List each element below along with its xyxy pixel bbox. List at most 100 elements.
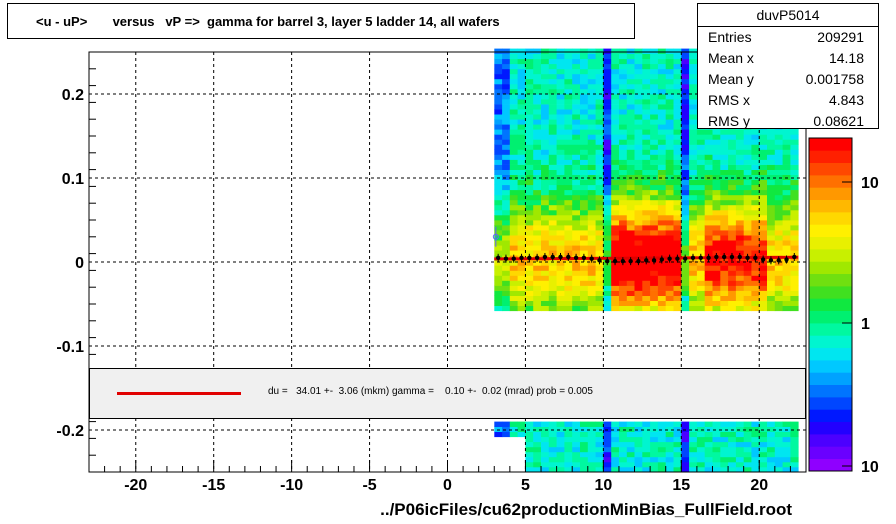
outlier-point (492, 233, 499, 240)
heatmap-cell (696, 441, 706, 448)
heatmap-cell (657, 68, 667, 75)
heatmap-cell (587, 225, 596, 231)
heatmap-cell (751, 144, 760, 150)
heatmap-cell (587, 189, 596, 196)
profile-point (566, 254, 571, 260)
heatmap-cell (704, 280, 713, 286)
heatmap-cell (509, 220, 518, 226)
heatmap-cell (735, 260, 745, 266)
heatmap-cell (533, 265, 542, 271)
heatmap-cell (720, 215, 729, 221)
heatmap-cell (525, 104, 534, 110)
heatmap-cell (619, 235, 628, 241)
heatmap-cell (572, 174, 581, 180)
profile-point (589, 256, 594, 261)
heatmap-cell (556, 149, 565, 155)
heatmap-cell (689, 104, 698, 110)
heatmap-cell (673, 194, 682, 201)
heatmap-cell (728, 305, 737, 312)
heatmap-cell (774, 189, 783, 196)
heatmap-cell (603, 431, 612, 438)
heatmap-cell (751, 169, 760, 175)
heatmap-cell (751, 179, 760, 186)
heatmap-cell (665, 149, 674, 155)
heatmap-cell (603, 456, 612, 463)
heatmap-cell (774, 431, 783, 438)
heatmap-cell (494, 280, 503, 286)
heatmap-cell (642, 270, 651, 276)
heatmap-cell (494, 285, 503, 291)
heatmap-cell (751, 215, 760, 221)
heatmap-cell (611, 275, 620, 281)
heatmap-cell (525, 270, 534, 276)
heatmap-cell (728, 431, 737, 438)
heatmap-cell (533, 270, 542, 276)
heatmap-cell (595, 179, 604, 186)
heatmap-cell (642, 78, 651, 85)
heatmap-cell (657, 104, 667, 110)
heatmap-cell (603, 184, 612, 191)
heatmap-cell (564, 179, 573, 186)
heatmap-cell (580, 209, 589, 216)
heatmap-cell (572, 275, 581, 281)
heatmap-cell (556, 451, 565, 458)
heatmap-cell (595, 235, 604, 241)
heatmap-cell (541, 421, 550, 427)
heatmap-cell (587, 295, 596, 301)
heatmap-cell (743, 164, 752, 170)
heatmap-cell (665, 209, 674, 216)
heatmap-cell (611, 199, 620, 206)
heatmap-cell (595, 285, 604, 291)
heatmap-cell (533, 139, 542, 145)
heatmap-cell (751, 225, 760, 231)
heatmap-cell (720, 446, 729, 453)
heatmap-cell (502, 230, 511, 236)
heatmap-cell (642, 275, 651, 281)
heatmap-cell (502, 215, 511, 221)
palette-cell (809, 298, 852, 311)
heatmap-cell (587, 174, 596, 180)
heatmap-cell (665, 154, 674, 160)
heatmap-cell (634, 285, 643, 291)
heatmap-cell (712, 426, 721, 432)
heatmap-cell (564, 421, 573, 427)
heatmap-cell (525, 194, 534, 201)
heatmap-cell (556, 421, 565, 427)
heatmap-cell (657, 48, 667, 54)
heatmap-cell (712, 204, 721, 211)
heatmap-cell (735, 225, 745, 231)
heatmap-cell (502, 164, 511, 170)
heatmap-cell (704, 446, 713, 453)
heatmap-cell (782, 436, 791, 443)
heatmap-cell (509, 285, 518, 291)
heatmap-cell (774, 280, 783, 286)
heatmap-cell (580, 89, 589, 95)
heatmap-cell (790, 204, 799, 211)
heatmap-cell (782, 144, 791, 150)
heatmap-cell (774, 164, 783, 170)
heatmap-cell (673, 421, 682, 427)
heatmap-cell (790, 305, 799, 312)
heatmap-cell (767, 270, 776, 276)
heatmap-cell (673, 204, 682, 211)
heatmap-cell (595, 144, 604, 150)
profile-point (605, 258, 610, 264)
heatmap-cell (650, 456, 659, 463)
heatmap-cell (603, 83, 612, 90)
heatmap-cell (782, 441, 791, 448)
heatmap-cell (689, 83, 698, 90)
heatmap-cell (626, 225, 635, 231)
heatmap-cell (595, 290, 604, 296)
heatmap-cell (494, 245, 503, 251)
heatmap-cell (650, 290, 659, 296)
heatmap-cell (580, 275, 589, 281)
heatmap-cell (502, 99, 511, 105)
heatmap-cell (642, 204, 651, 211)
heatmap-cell (743, 451, 752, 458)
heatmap-cell (790, 174, 799, 180)
heatmap-cell (665, 58, 674, 65)
heatmap-cell (657, 426, 667, 432)
heatmap-cell (665, 441, 674, 448)
heatmap-cell (782, 250, 791, 256)
